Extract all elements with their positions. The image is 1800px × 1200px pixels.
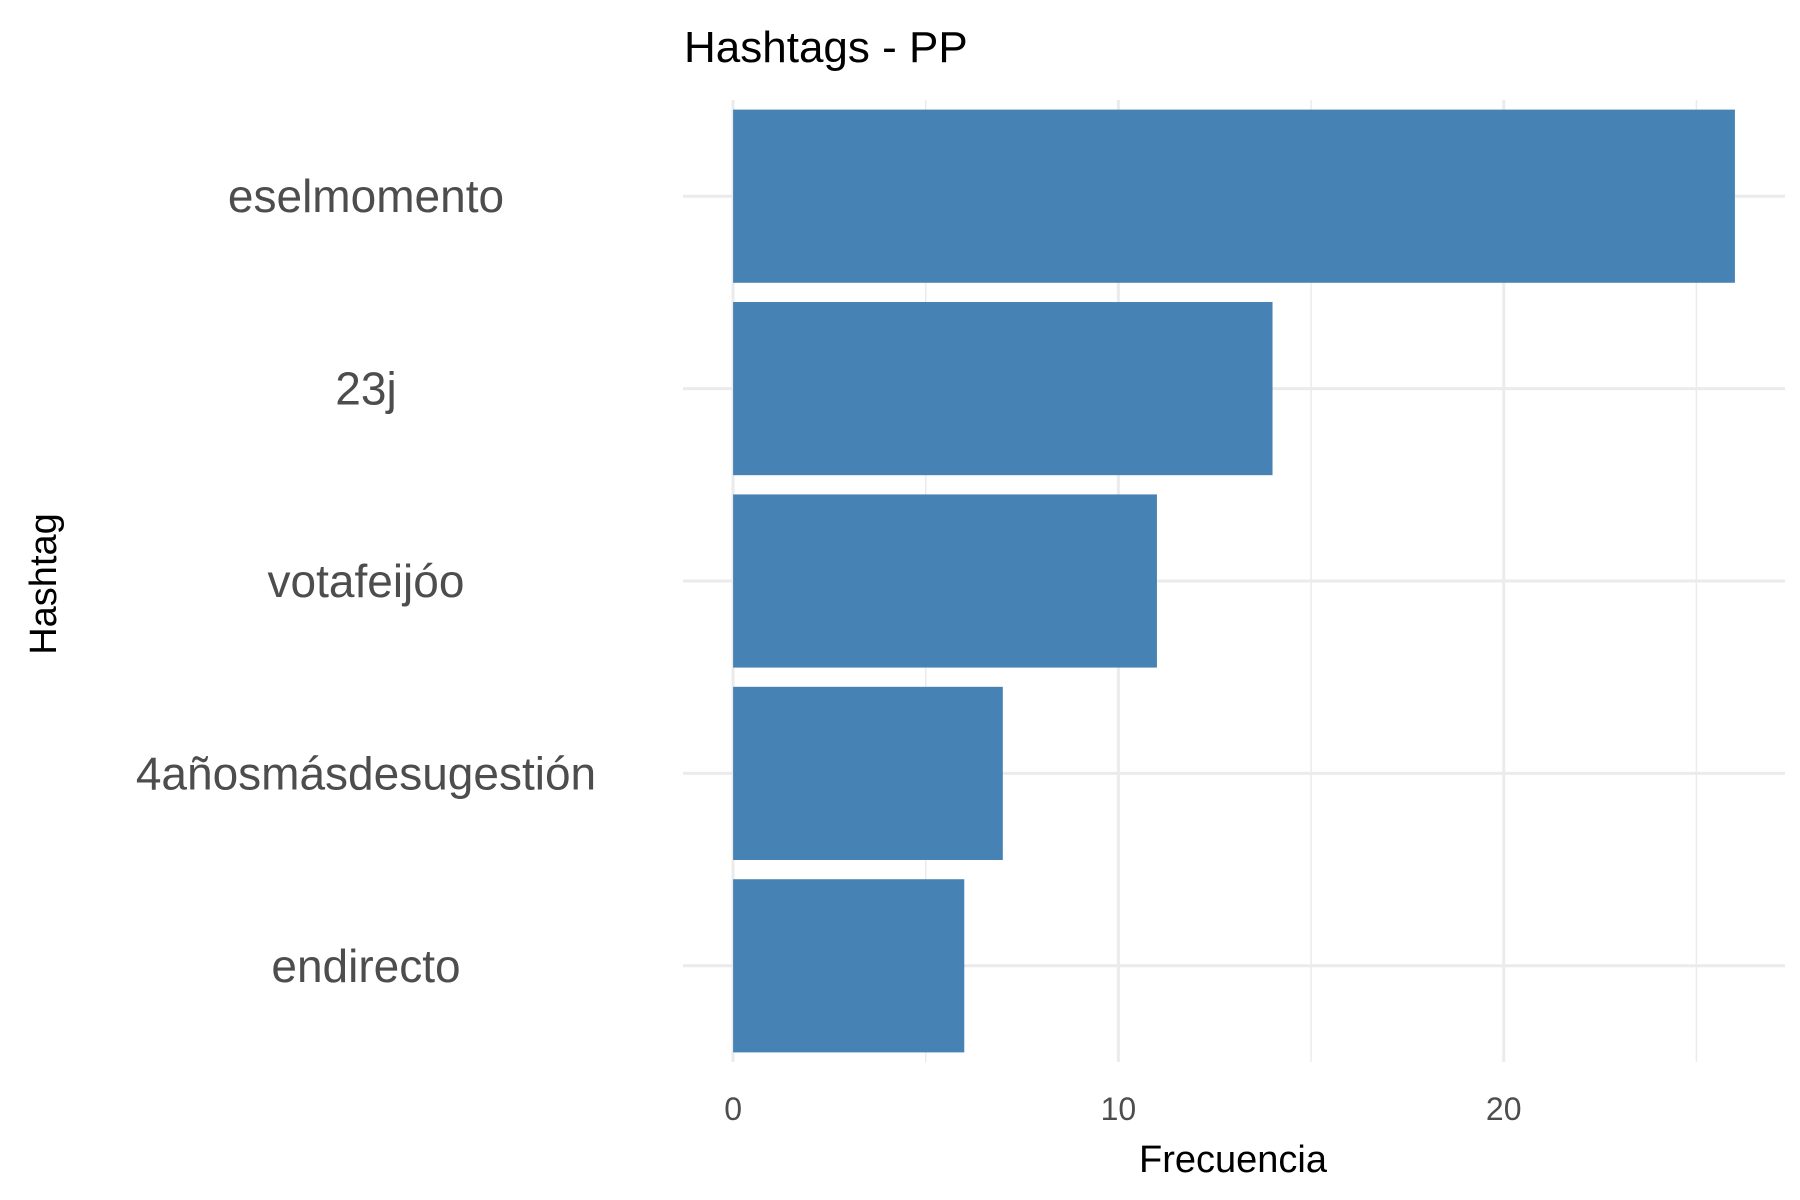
bar: [733, 109, 1735, 283]
y-tick-labels: eselmomento 23j votafeijóo 4añosmásdesugest…: [136, 170, 596, 992]
x-tick-label: 10: [1101, 1091, 1137, 1127]
x-tick-labels: 0 10 20: [724, 1091, 1521, 1127]
bars-layer: [733, 109, 1735, 1053]
y-tick-label: endirecto: [271, 940, 460, 992]
x-tick-label: 20: [1486, 1091, 1522, 1127]
x-tick-label: 0: [724, 1091, 742, 1127]
x-axis-title: Frecuencia: [1139, 1139, 1328, 1181]
bar: [733, 494, 1157, 668]
y-tick-label: eselmomento: [228, 170, 504, 222]
y-tick-label: votafeijóo: [268, 555, 465, 607]
bar: [733, 879, 965, 1053]
y-tick-label: 4añosmásdesugestión: [136, 747, 596, 799]
bar: [733, 686, 1003, 860]
y-axis-title: Hashtag: [23, 513, 65, 655]
bar: [733, 302, 1273, 476]
y-tick-label: 23j: [335, 363, 396, 415]
chart-title: Hashtags - PP: [684, 23, 968, 72]
